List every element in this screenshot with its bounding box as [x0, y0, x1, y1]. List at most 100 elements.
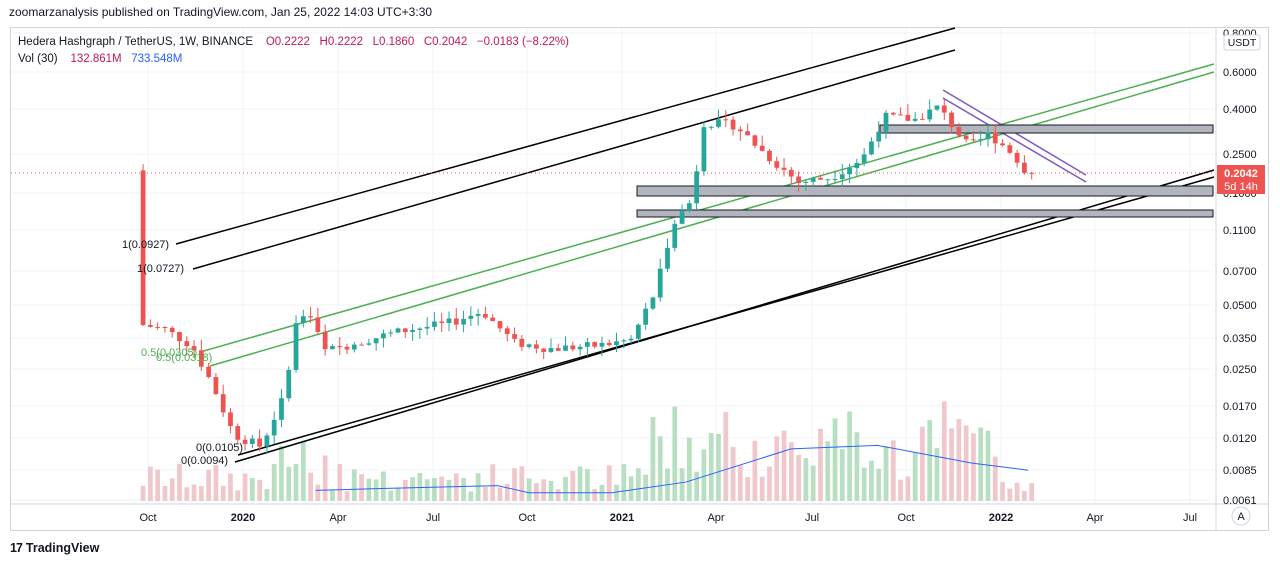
candle-body	[665, 247, 670, 269]
tradingview-logo[interactable]: 17 TradingView	[10, 541, 99, 555]
volume-bar	[512, 468, 517, 501]
candle-body	[351, 344, 357, 350]
volume-bar	[708, 433, 714, 501]
volume-bar	[818, 428, 823, 501]
open-value: O0.2222	[265, 36, 310, 48]
candle-body	[985, 132, 991, 140]
volume-bar	[424, 479, 430, 501]
green-channel-line-1	[199, 63, 1215, 353]
volume-bar	[592, 488, 598, 501]
volume-bar	[570, 471, 576, 501]
volume-bar	[956, 419, 962, 501]
volume-bar	[344, 491, 350, 501]
candle-body	[614, 341, 619, 346]
candle-body	[854, 162, 860, 169]
volume-bar	[206, 469, 212, 501]
candle-body	[228, 412, 233, 427]
volume-bar	[992, 456, 998, 501]
volume-bar	[242, 473, 248, 501]
channel-lower-line-2	[237, 176, 1215, 456]
fib-label: 0.5(0.0305)	[141, 347, 197, 359]
volume-bar	[264, 489, 270, 501]
candle-body	[359, 344, 364, 346]
candle-body	[198, 350, 204, 367]
candle-body	[169, 327, 175, 333]
candle-body	[395, 328, 401, 333]
volume-bar	[752, 440, 758, 501]
candle-body	[781, 167, 787, 170]
volume-bar	[767, 466, 772, 501]
volume-bar	[147, 466, 153, 501]
time-tick-label: Apr	[707, 512, 724, 524]
candle-body	[381, 333, 386, 339]
candle-body	[249, 438, 255, 444]
candle-body	[599, 342, 605, 347]
price-tick-label: 0.0250	[1223, 364, 1257, 376]
channel-upper-line-1	[175, 27, 956, 245]
candle-body	[592, 342, 598, 347]
volume-bar	[854, 432, 860, 501]
price-tick-label: 0.2500	[1223, 149, 1257, 161]
candle-body	[446, 318, 452, 323]
volume-bar	[497, 487, 503, 501]
volume-bar	[526, 478, 532, 501]
volume-bar	[934, 447, 940, 501]
candle-body	[905, 114, 911, 121]
time-tick-label: 2022	[989, 512, 1013, 524]
auto-scale-button[interactable]	[1231, 506, 1251, 526]
volume-bar	[534, 483, 539, 501]
volume-bar	[468, 491, 474, 501]
candle-body	[803, 181, 809, 183]
time-tick-label: Oct	[897, 512, 914, 524]
volume-bar	[635, 468, 641, 501]
auto-scale-label: A	[1237, 511, 1245, 523]
volume-bar	[395, 487, 401, 501]
volume-bar	[839, 449, 845, 501]
volume-bar	[453, 473, 459, 501]
volume-bar	[191, 484, 197, 501]
volume-bar	[162, 485, 168, 501]
currency-badge[interactable]	[1223, 34, 1261, 51]
candle-body	[191, 346, 197, 351]
candle-body	[140, 170, 146, 325]
candle-body	[847, 168, 852, 175]
candle-body	[177, 332, 182, 342]
volume-bar	[351, 469, 357, 501]
volume-bar	[912, 452, 918, 501]
candle-body	[971, 139, 976, 141]
candle-body	[577, 346, 583, 350]
time-tick-label: Oct	[139, 512, 156, 524]
volume-bar	[169, 478, 175, 501]
volume-bar	[650, 417, 656, 501]
volume-bar	[585, 468, 590, 501]
price-tick-label: 0.0061	[1223, 495, 1257, 507]
volume-bar	[985, 430, 991, 501]
candle-body	[869, 141, 874, 155]
high-value: H0.2222	[319, 36, 364, 48]
candle-body	[752, 135, 758, 146]
published-header: zoomarzanalysis published on TradingView…	[9, 5, 433, 19]
candle-body	[796, 176, 801, 183]
time-tick-label: 2021	[610, 512, 634, 524]
volume-bar	[519, 466, 525, 501]
volume-bar	[308, 472, 313, 501]
candle-body	[898, 114, 903, 116]
candle-body	[825, 179, 831, 181]
candle-body	[206, 366, 212, 377]
volume-bar	[140, 485, 146, 501]
candle-body	[657, 268, 663, 298]
volume-bar	[730, 446, 736, 501]
candle-body	[220, 394, 226, 413]
volume-bar	[483, 486, 488, 501]
volume-bar	[971, 433, 976, 501]
candle-body	[1007, 145, 1013, 153]
candle-body	[949, 112, 954, 128]
candle-body	[810, 177, 816, 182]
candle-body	[956, 127, 962, 136]
candle-body	[730, 119, 736, 130]
candle-body	[570, 345, 576, 350]
volume-bar	[679, 468, 685, 501]
candle-body	[759, 145, 765, 151]
chart-frame[interactable]	[10, 27, 1269, 531]
